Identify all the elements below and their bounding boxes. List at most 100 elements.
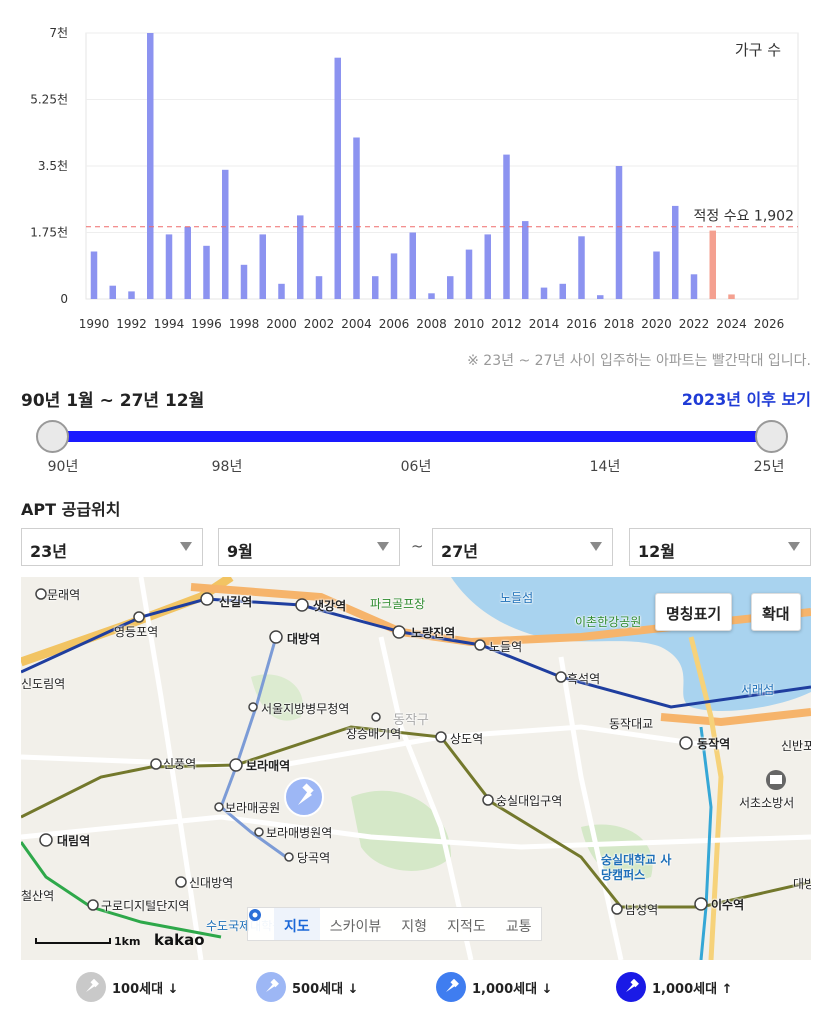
- map-type-tab-terrain[interactable]: 지형: [401, 919, 428, 935]
- start-year-value: 23년: [30, 542, 67, 561]
- chart-bar: [409, 232, 416, 299]
- map-label: 동작역: [697, 737, 731, 751]
- apt-supply-map[interactable]: 문래역 영등포역 신길역 샛강역 파크골프장 노들섬 이촌한강공원 대방역 노량…: [21, 577, 811, 960]
- end-year-select[interactable]: 27년: [432, 528, 613, 566]
- map-label: 신반포: [781, 739, 811, 753]
- scale-bar: [35, 938, 111, 944]
- slider-tick: 25년: [753, 459, 785, 475]
- chart-bar: [484, 234, 491, 299]
- pin-icon: [436, 972, 466, 1002]
- chart-bar: [90, 251, 98, 299]
- start-month-select[interactable]: 9월: [218, 528, 400, 566]
- x-tick-label: 1994: [154, 317, 185, 331]
- map-label: 파크골프장: [370, 597, 426, 611]
- chart-note: ※ 23년 ~ 27년 사이 입주하는 아파트는 빨간막대 입니다.: [467, 353, 811, 369]
- chart-y-ticks: 0 1.75천 3.5천 5.25천 7천: [30, 25, 68, 306]
- chevron-down-icon: [590, 542, 602, 551]
- map-label: 신대방역: [189, 876, 234, 890]
- slider-tick: 06년: [400, 459, 432, 475]
- chevron-down-icon: [788, 542, 800, 551]
- x-tick-label: 2022: [679, 317, 710, 331]
- legend-label: 1,000세대 ↓: [472, 981, 553, 997]
- x-tick-label: 2006: [379, 317, 410, 331]
- end-month-select[interactable]: 12월: [629, 528, 811, 566]
- map-label: 서래섬: [741, 683, 775, 697]
- chart-bar: [203, 245, 210, 299]
- legend-label: 1,000세대 ↑: [652, 981, 733, 997]
- map-type-tab-cadastral[interactable]: 지적도: [447, 919, 486, 935]
- chart-bar: [297, 215, 304, 299]
- slider-end-handle[interactable]: [755, 420, 788, 453]
- y-tick-label: 3.5천: [38, 158, 68, 173]
- kakao-map-icon: [248, 908, 274, 940]
- chart-bar: [503, 154, 510, 299]
- scale-label: 1km: [114, 935, 141, 948]
- map-label: 서초소방서: [739, 796, 795, 810]
- chart-bar: [653, 251, 660, 299]
- station-markers: [35, 588, 708, 915]
- chart-bar: [334, 57, 341, 300]
- apt-supply-pin-marker: [284, 777, 324, 817]
- chart-bar: [540, 287, 548, 299]
- household-size-legend: 100세대 ↓ 500세대 ↓ 1,000세대 ↓ 1,000세대 ↑: [0, 972, 827, 1006]
- map-type-tab-traffic[interactable]: 교통: [505, 919, 532, 935]
- pin-icon: [616, 972, 646, 1002]
- legend-item: 1,000세대 ↑: [616, 972, 732, 1002]
- chevron-down-icon: [377, 542, 389, 551]
- map-label: 보라매역: [246, 759, 291, 773]
- x-tick-label: 2002: [304, 317, 335, 331]
- chart-bar: [184, 226, 191, 299]
- chart-bar: [728, 294, 735, 299]
- map-label: 상도역: [450, 732, 484, 746]
- pin-icon: [76, 972, 106, 1002]
- map-label: 이촌한강공원: [575, 615, 642, 629]
- y-tick-label: 1.75천: [30, 225, 68, 240]
- chart-title: 가구 수: [735, 41, 781, 59]
- x-tick-label: 1992: [116, 317, 147, 331]
- toggle-names-button[interactable]: 명칭표기: [655, 593, 733, 631]
- x-tick-label: 2020: [641, 317, 672, 331]
- apt-supply-location-title: APT 공급위치: [21, 500, 121, 519]
- chart-bar: [222, 169, 229, 299]
- period-selectors: 23년 9월 ~ 27년 12월: [21, 528, 811, 566]
- expressway: [660, 708, 811, 727]
- map-label: 구로디지털단지역: [101, 899, 190, 913]
- map-label: 이수역: [711, 898, 745, 912]
- map-label: 신길역: [219, 595, 253, 609]
- map-label: 서울지방병무청역: [261, 702, 350, 716]
- chart-x-ticks: 1990 1992 1994 1996 1998 2000 2002 2004 2006 2008…: [79, 317, 785, 331]
- kakao-logo: kakao: [154, 931, 205, 949]
- period-range-slider[interactable]: [36, 420, 788, 453]
- map-label: 대방: [793, 877, 811, 891]
- slider-start-handle[interactable]: [36, 420, 69, 453]
- map-label: 숭실대입구역: [496, 794, 563, 808]
- map-label: 장승배기역: [346, 727, 402, 741]
- chart-bar: [128, 291, 135, 299]
- end-year-value: 27년: [441, 542, 478, 561]
- y-tick-label: 7천: [49, 25, 68, 40]
- park-area: [351, 790, 451, 871]
- map-type-tab-map[interactable]: 지도: [274, 908, 320, 940]
- x-tick-label: 1990: [79, 317, 110, 331]
- x-tick-label: 2008: [416, 317, 447, 331]
- x-tick-label: 2010: [454, 317, 485, 331]
- x-tick-label: 2000: [266, 317, 297, 331]
- slider-tick: 14년: [589, 459, 621, 475]
- zoom-map-button[interactable]: 확대: [751, 593, 801, 631]
- map-label: 동작대교: [609, 717, 654, 731]
- start-year-select[interactable]: 23년: [21, 528, 203, 566]
- chart-bar: [315, 276, 323, 299]
- map-label: 문래역: [47, 588, 81, 602]
- slider-tick: 90년: [47, 459, 79, 475]
- legend-label: 500세대 ↓: [292, 981, 359, 997]
- subway-line-4: [699, 726, 713, 960]
- park-area: [581, 824, 653, 880]
- view-after-2023-link[interactable]: 2023년 이후 보기: [681, 390, 811, 409]
- chart-bar: [147, 33, 154, 299]
- chart-bar: [109, 285, 116, 299]
- map-label: 당곡역: [297, 851, 331, 865]
- period-range-title: 90년 1월 ~ 27년 12월: [21, 391, 205, 411]
- chart-bar: [278, 283, 285, 299]
- legend-item: 500세대 ↓: [256, 972, 358, 1002]
- map-type-tab-skyview[interactable]: 스카이뷰: [329, 919, 382, 935]
